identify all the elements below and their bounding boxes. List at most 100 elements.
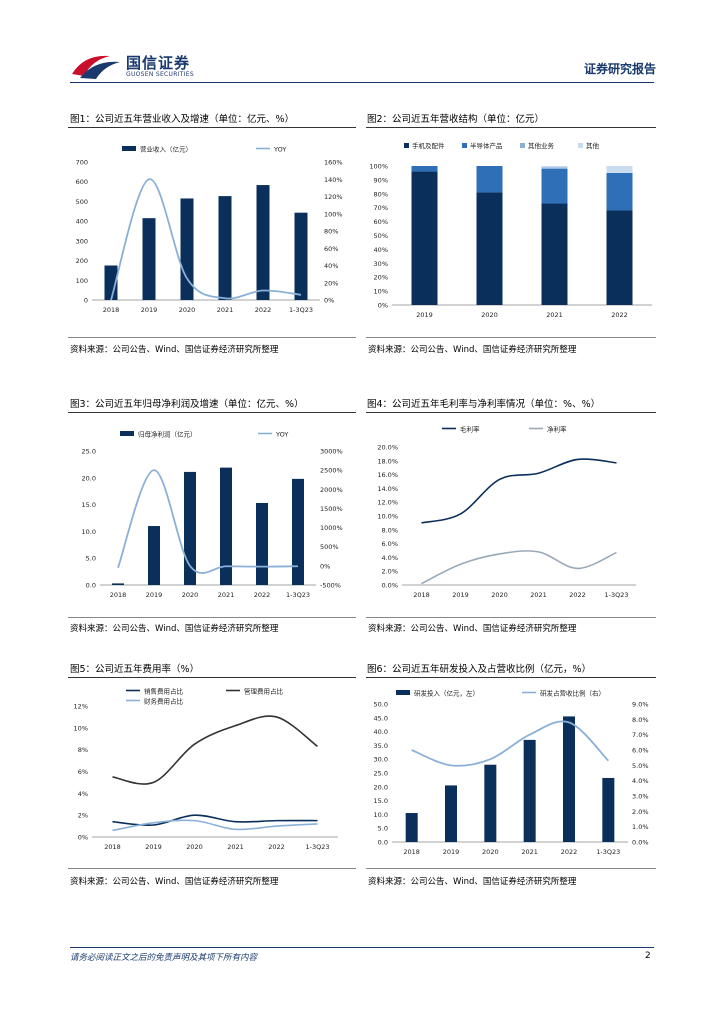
y-left-tick: 12.0% xyxy=(377,499,398,507)
chart-4: 0.0% 2.0% 4.0% 6.0% 8.0% 10.0% 12.0% 14.0% 16.0%… xyxy=(377,425,636,599)
legend-swatch-1 xyxy=(462,143,467,148)
figure-3-title: 图3：公司近五年归母净利润及增速（单位：亿元、%） xyxy=(70,399,304,410)
y-left-tick: 40.0 xyxy=(374,728,388,736)
bar-0-5 xyxy=(292,478,304,585)
report-type: 证券研究报告 xyxy=(583,62,656,76)
figure-4-title: 图4：公司近五年毛利率与净利率情况（单位：%、%） xyxy=(367,399,601,410)
series-line-2 xyxy=(112,819,318,832)
y-left-tick: 90% xyxy=(374,176,388,184)
y-right-tick: 0% xyxy=(324,297,334,305)
page-number: 2 xyxy=(645,951,651,961)
x-tick-label: 2018 xyxy=(110,591,127,599)
legend-label-0: 营业收入（亿元） xyxy=(140,145,192,154)
x-tick-label: 2020 xyxy=(179,306,196,314)
y-left-tick: 500 xyxy=(76,198,88,206)
figure-4-source-rule xyxy=(366,617,656,618)
x-tick-label: 2019 xyxy=(141,306,158,314)
stack-3-2 xyxy=(541,166,568,168)
legend-label-0: 销售费用占比 xyxy=(144,687,184,696)
figure-1-source-rule xyxy=(68,337,356,338)
y-left-tick: 0 xyxy=(84,297,88,305)
y-right-tick: 2.0% xyxy=(632,808,649,816)
y-left-tick: 0.0 xyxy=(378,839,388,847)
x-tick-label: 2020 xyxy=(491,591,508,599)
y-left-tick: 10% xyxy=(74,724,88,732)
y-left-tick: 8.0% xyxy=(381,526,398,534)
y-right-tick: 20% xyxy=(324,279,338,287)
y-left-tick: 200 xyxy=(76,257,88,265)
y-left-tick: 5.0 xyxy=(86,555,96,563)
series-line-1 xyxy=(411,720,609,767)
y-left-tick: 25.0 xyxy=(82,448,96,456)
y-left-tick: 400 xyxy=(76,218,88,226)
y-right-tick: 7.0% xyxy=(632,731,649,739)
y-right-tick: 0% xyxy=(320,562,330,570)
chart-6: 0.0 5.0 10.0 15.0 20.0 25.0 30.0 35.0 40.0 45.0 50… xyxy=(374,689,649,857)
bar-0-3 xyxy=(220,467,232,585)
figure-2-source: 资料来源：公司公告、Wind、国信证券经济研究所整理 xyxy=(368,345,577,355)
header-divider xyxy=(70,82,654,83)
legend-label-0: 研发投入（亿元，左） xyxy=(414,689,479,698)
footer-divider xyxy=(70,947,654,948)
figure-5-source: 资料来源：公司公告、Wind、国信证券经济研究所整理 xyxy=(70,877,279,887)
bar-0-1 xyxy=(142,218,156,300)
stack-0-1 xyxy=(476,192,503,305)
y-left-tick: 60% xyxy=(374,218,388,226)
stack-1-2 xyxy=(541,168,568,204)
bar-0-2 xyxy=(484,764,497,842)
y-left-tick: 30.0 xyxy=(374,756,388,764)
bar-0-1 xyxy=(445,785,457,842)
y-left-tick: 0% xyxy=(378,302,388,310)
legend-swatch-2 xyxy=(520,143,525,148)
y-right-tick: 100% xyxy=(324,210,343,218)
figure-4-source: 资料来源：公司公告、Wind、国信证券经济研究所整理 xyxy=(368,624,577,634)
y-left-tick: 10% xyxy=(374,288,388,296)
y-left-tick: 45.0 xyxy=(374,714,388,722)
stack-1-0 xyxy=(411,166,438,172)
y-right-tick: 2000% xyxy=(320,486,343,494)
legend-swatch-3 xyxy=(578,143,583,148)
x-tick-label: 2020 xyxy=(186,843,203,851)
x-tick-label: 2022 xyxy=(255,306,272,314)
x-tick-label: 2022 xyxy=(611,311,628,319)
figure-1-rule xyxy=(68,127,356,128)
x-tick-label: 1-3Q23 xyxy=(289,306,313,314)
y-left-tick: 5.0 xyxy=(378,825,388,833)
company-logo-english: GUOSEN SECURITIES xyxy=(126,71,195,78)
y-left-tick: 20.0 xyxy=(82,474,96,482)
y-left-tick: 20% xyxy=(374,274,388,282)
stack-0-0 xyxy=(411,171,438,305)
figure-5-title: 图5：公司近五年费用率（%） xyxy=(70,664,200,675)
y-right-tick: 4.0% xyxy=(632,777,649,785)
y-right-tick: 80% xyxy=(324,228,338,236)
y-right-tick: 2500% xyxy=(320,467,343,475)
x-tick-label: 2020 xyxy=(481,311,498,319)
y-right-tick: 500% xyxy=(320,543,339,551)
y-right-tick: 60% xyxy=(324,245,338,253)
legend-label-1: 研发占营收比例（右） xyxy=(540,689,605,698)
x-tick-label: 2021 xyxy=(218,591,235,599)
legend-swatch-0 xyxy=(122,146,136,151)
legend-label-1: 净利率 xyxy=(547,425,567,434)
x-tick-label: 2022 xyxy=(268,843,285,851)
y-right-tick: 140% xyxy=(324,176,343,184)
bar-0-5 xyxy=(602,777,615,842)
figure-3-source-rule xyxy=(68,617,356,618)
y-left-tick: 15.0 xyxy=(374,797,388,805)
x-tick-label: 2020 xyxy=(482,848,499,856)
x-tick-label: 2021 xyxy=(217,306,234,314)
guosen-logo-icon xyxy=(72,55,120,79)
bar-0-2 xyxy=(180,198,194,300)
y-left-tick: 600 xyxy=(76,178,88,186)
y-right-tick: 5.0% xyxy=(632,762,649,770)
x-tick-label: 2021 xyxy=(530,591,547,599)
x-tick-label: 2020 xyxy=(182,591,199,599)
company-logo-text: 国信证券 xyxy=(126,54,191,72)
stack-2-2 xyxy=(541,167,568,169)
figure-5-source-rule xyxy=(68,868,356,869)
x-tick-label: 2021 xyxy=(227,843,244,851)
y-left-tick: 4.0% xyxy=(381,554,398,562)
legend-label-1: YOY xyxy=(275,431,288,439)
y-left-tick: 10.0% xyxy=(377,513,398,521)
x-tick-label: 2018 xyxy=(403,848,420,856)
